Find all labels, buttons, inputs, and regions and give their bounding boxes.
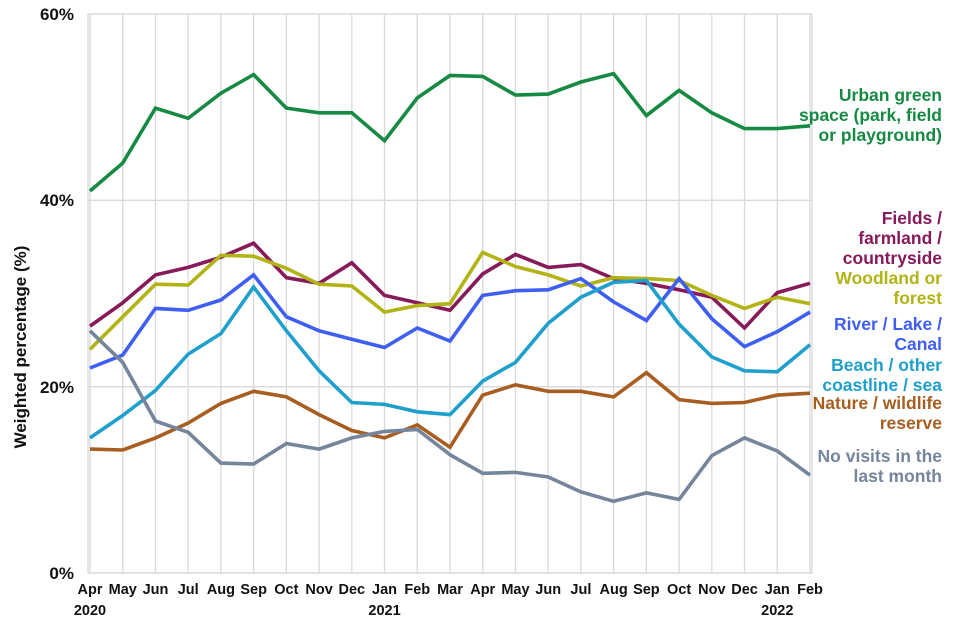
x-tick-year-2020: 2020 [73,603,107,619]
x-tick-month: Oct [274,582,299,598]
x-tick-month: Sep [240,582,267,598]
x-tick-month: Sep [633,582,660,598]
x-tick-month: Oct [666,582,692,598]
series-line-beach-other-coastline-sea [88,278,812,440]
legend-nature-wildlife-reserve: Nature / wildlife reserve [812,393,942,433]
x-tick-month: Jun [535,582,562,598]
y-tick-0: 0% [49,564,74,583]
x-tick-month: Aug [206,582,235,598]
series-line-no-visits-in-the-last-month [88,329,812,504]
x-tick-year-2021: 2021 [368,603,401,619]
x-tick-month: Mar [437,582,463,598]
legend-no-visits-in-the-last-month: No visits in the last month [817,446,942,486]
x-tick-year-2022: 2022 [761,603,794,619]
series-line-woodland-or-forest [88,250,811,351]
legend-woodland-or-forest: Woodland or forest [835,268,942,308]
x-tick-month: Nov [305,582,333,598]
y-tick-40: 40% [39,191,74,211]
x-tick-month: Nov [698,582,726,598]
x-tick-month: Feb [797,582,823,598]
x-tick-month: Apr [470,582,496,598]
legend-beach-other-coastline-sea: Beach / other coastline / sea [822,355,942,395]
y-tick-20: 20% [39,377,74,397]
x-tick-month: Jun [142,582,169,598]
y-axis-title: Weighted percentage (%) [11,245,30,449]
x-tick-month: Aug [599,582,628,598]
y-tick-60: 60% [39,5,74,24]
series-line-river-lake-canal [89,272,811,370]
x-tick-month: Jul [570,582,592,598]
legend-urban-green-space-park-field-or-playground: Urban green space (park, field or playgr… [799,85,942,145]
x-tick-month: May [501,582,530,598]
x-tick-month: Apr [77,582,103,598]
x-tick-month: May [108,582,137,598]
x-tick-month: Dec [338,582,366,598]
series-line-urban-green-space-park-field-or-playground [88,71,811,193]
plot-border [87,13,813,574]
x-tick-month: Jan [764,582,790,598]
legend-fields-farmland-countryside: Fields / farmland / countryside [842,208,942,268]
x-tick-month: Feb [404,582,431,598]
x-tick-month: Jan [372,582,398,598]
series-line-nature-wildlife-reserve [89,370,811,452]
x-tick-month: Dec [731,582,758,598]
x-tick-month: Jul [177,582,199,598]
legend-river-lake-canal: River / Lake / Canal [834,314,942,354]
